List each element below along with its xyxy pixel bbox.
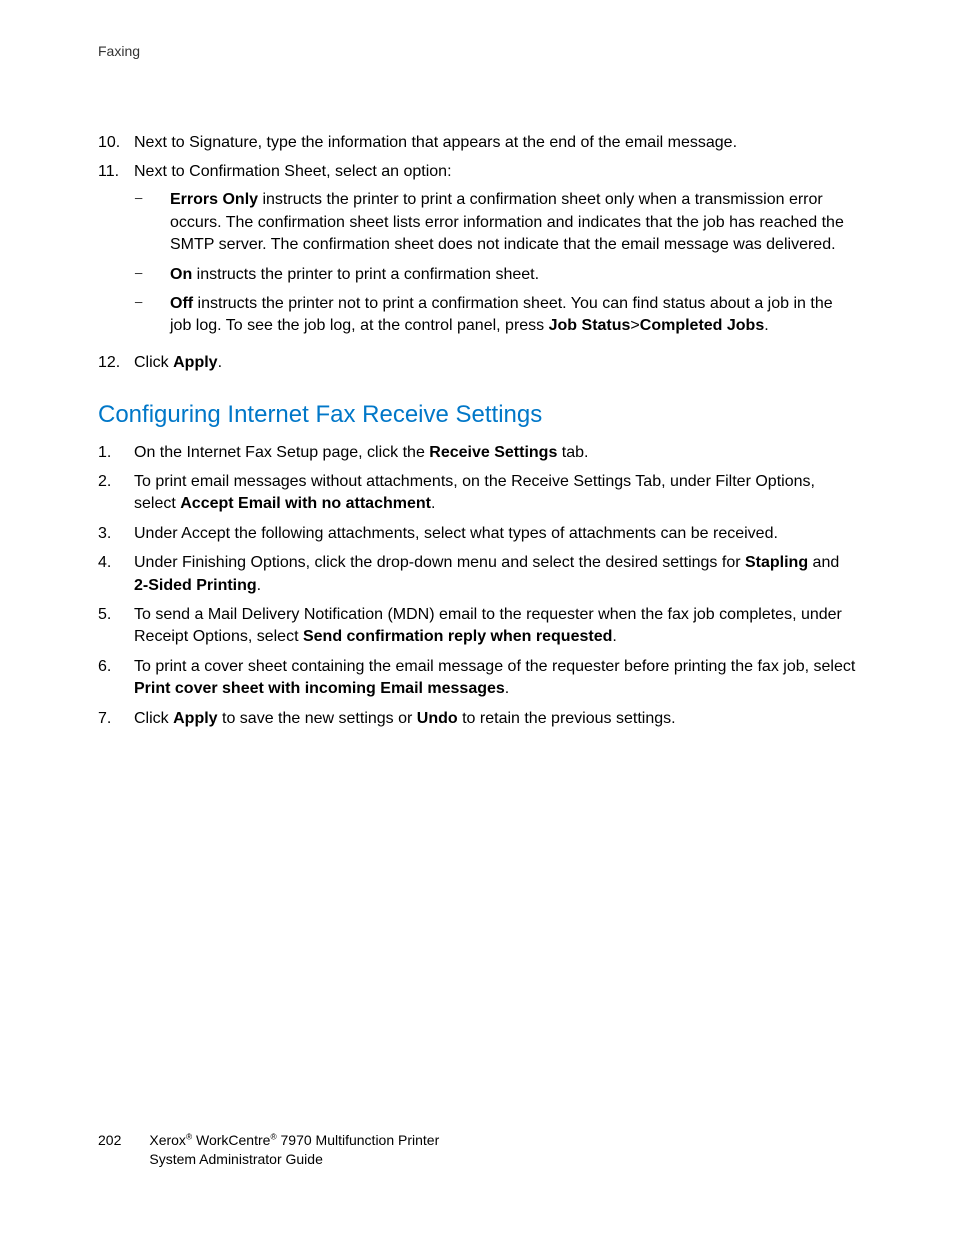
sub-list-item: −Errors Only instructs the printer to pr… [134,189,856,256]
dash-bullet: − [134,293,170,338]
list-number: 10. [98,132,134,154]
footer-line-2: System Administrator Guide [149,1150,439,1169]
dash-bullet: − [134,189,170,256]
list-item: 4.Under Finishing Options, click the dro… [98,552,856,597]
list-item: 7.Click Apply to save the new settings o… [98,708,856,730]
list-item: 12.Click Apply. [98,352,856,374]
dash-bullet: − [134,264,170,286]
list-content: To print a cover sheet containing the em… [134,656,856,701]
sub-list: −Errors Only instructs the printer to pr… [134,189,856,337]
list-item: 6.To print a cover sheet containing the … [98,656,856,701]
list-content: On the Internet Fax Setup page, click th… [134,442,856,464]
list-number: 1. [98,442,134,464]
sub-list-item: −On instructs the printer to print a con… [134,264,856,286]
list-item: 11.Next to Confirmation Sheet, select an… [98,161,856,345]
list-number: 3. [98,523,134,545]
list-content: Next to Signature, type the information … [134,132,856,154]
list-number: 2. [98,471,134,516]
list-number: 12. [98,352,134,374]
page-footer: 202 Xerox® WorkCentre® 7970 Multifunctio… [98,1131,439,1169]
list-item: 1.On the Internet Fax Setup page, click … [98,442,856,464]
page-header-label: Faxing [98,42,856,62]
sub-list-content: On instructs the printer to print a conf… [170,264,856,286]
instruction-list-1: 10.Next to Signature, type the informati… [98,132,856,375]
sub-list-content: Errors Only instructs the printer to pri… [170,189,856,256]
list-number: 4. [98,552,134,597]
list-number: 11. [98,161,134,345]
list-number: 5. [98,604,134,649]
sub-list-item: −Off instructs the printer not to print … [134,293,856,338]
list-number: 7. [98,708,134,730]
list-content: Click Apply. [134,352,856,374]
section-heading: Configuring Internet Fax Receive Setting… [98,398,856,432]
footer-line-1: Xerox® WorkCentre® 7970 Multifunction Pr… [149,1131,439,1150]
list-content: To send a Mail Delivery Notification (MD… [134,604,856,649]
sub-list-content: Off instructs the printer not to print a… [170,293,856,338]
list-item: 10.Next to Signature, type the informati… [98,132,856,154]
list-content: Next to Confirmation Sheet, select an op… [134,161,856,345]
list-number: 6. [98,656,134,701]
instruction-list-2: 1.On the Internet Fax Setup page, click … [98,442,856,730]
list-item: 3.Under Accept the following attachments… [98,523,856,545]
page-number: 202 [98,1131,121,1151]
list-content: To print email messages without attachme… [134,471,856,516]
list-content: Under Finishing Options, click the drop-… [134,552,856,597]
list-content: Under Accept the following attachments, … [134,523,856,545]
list-content: Click Apply to save the new settings or … [134,708,856,730]
list-item: 2.To print email messages without attach… [98,471,856,516]
list-item: 5.To send a Mail Delivery Notification (… [98,604,856,649]
